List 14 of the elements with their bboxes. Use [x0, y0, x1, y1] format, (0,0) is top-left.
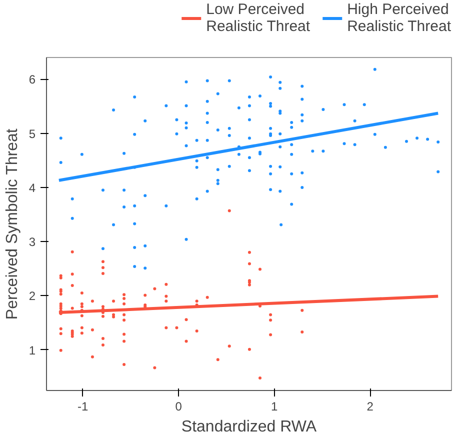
y-tick-label: 5 — [28, 126, 36, 141]
x-tick-label: 0 — [175, 400, 182, 414]
y-tick-label: 3 — [28, 235, 36, 250]
x-tick-label: 2 — [366, 400, 374, 414]
y-tick-label: 1 — [28, 343, 36, 358]
legend-label: High Perceived Realistic Threat — [347, 0, 451, 36]
y-axis-title: Perceived Symbolic Threat — [4, 128, 21, 320]
x-axis-title: Standardized RWA — [181, 418, 317, 436]
legend-label: Low Perceived Realistic Threat — [206, 0, 310, 36]
y-tick-label: 6 — [28, 72, 36, 87]
y-tick-label: 4 — [28, 180, 36, 195]
y-tick-label: 2 — [28, 289, 36, 304]
x-tick-label: -1 — [78, 400, 89, 414]
x-tick-label: 1 — [271, 400, 278, 414]
